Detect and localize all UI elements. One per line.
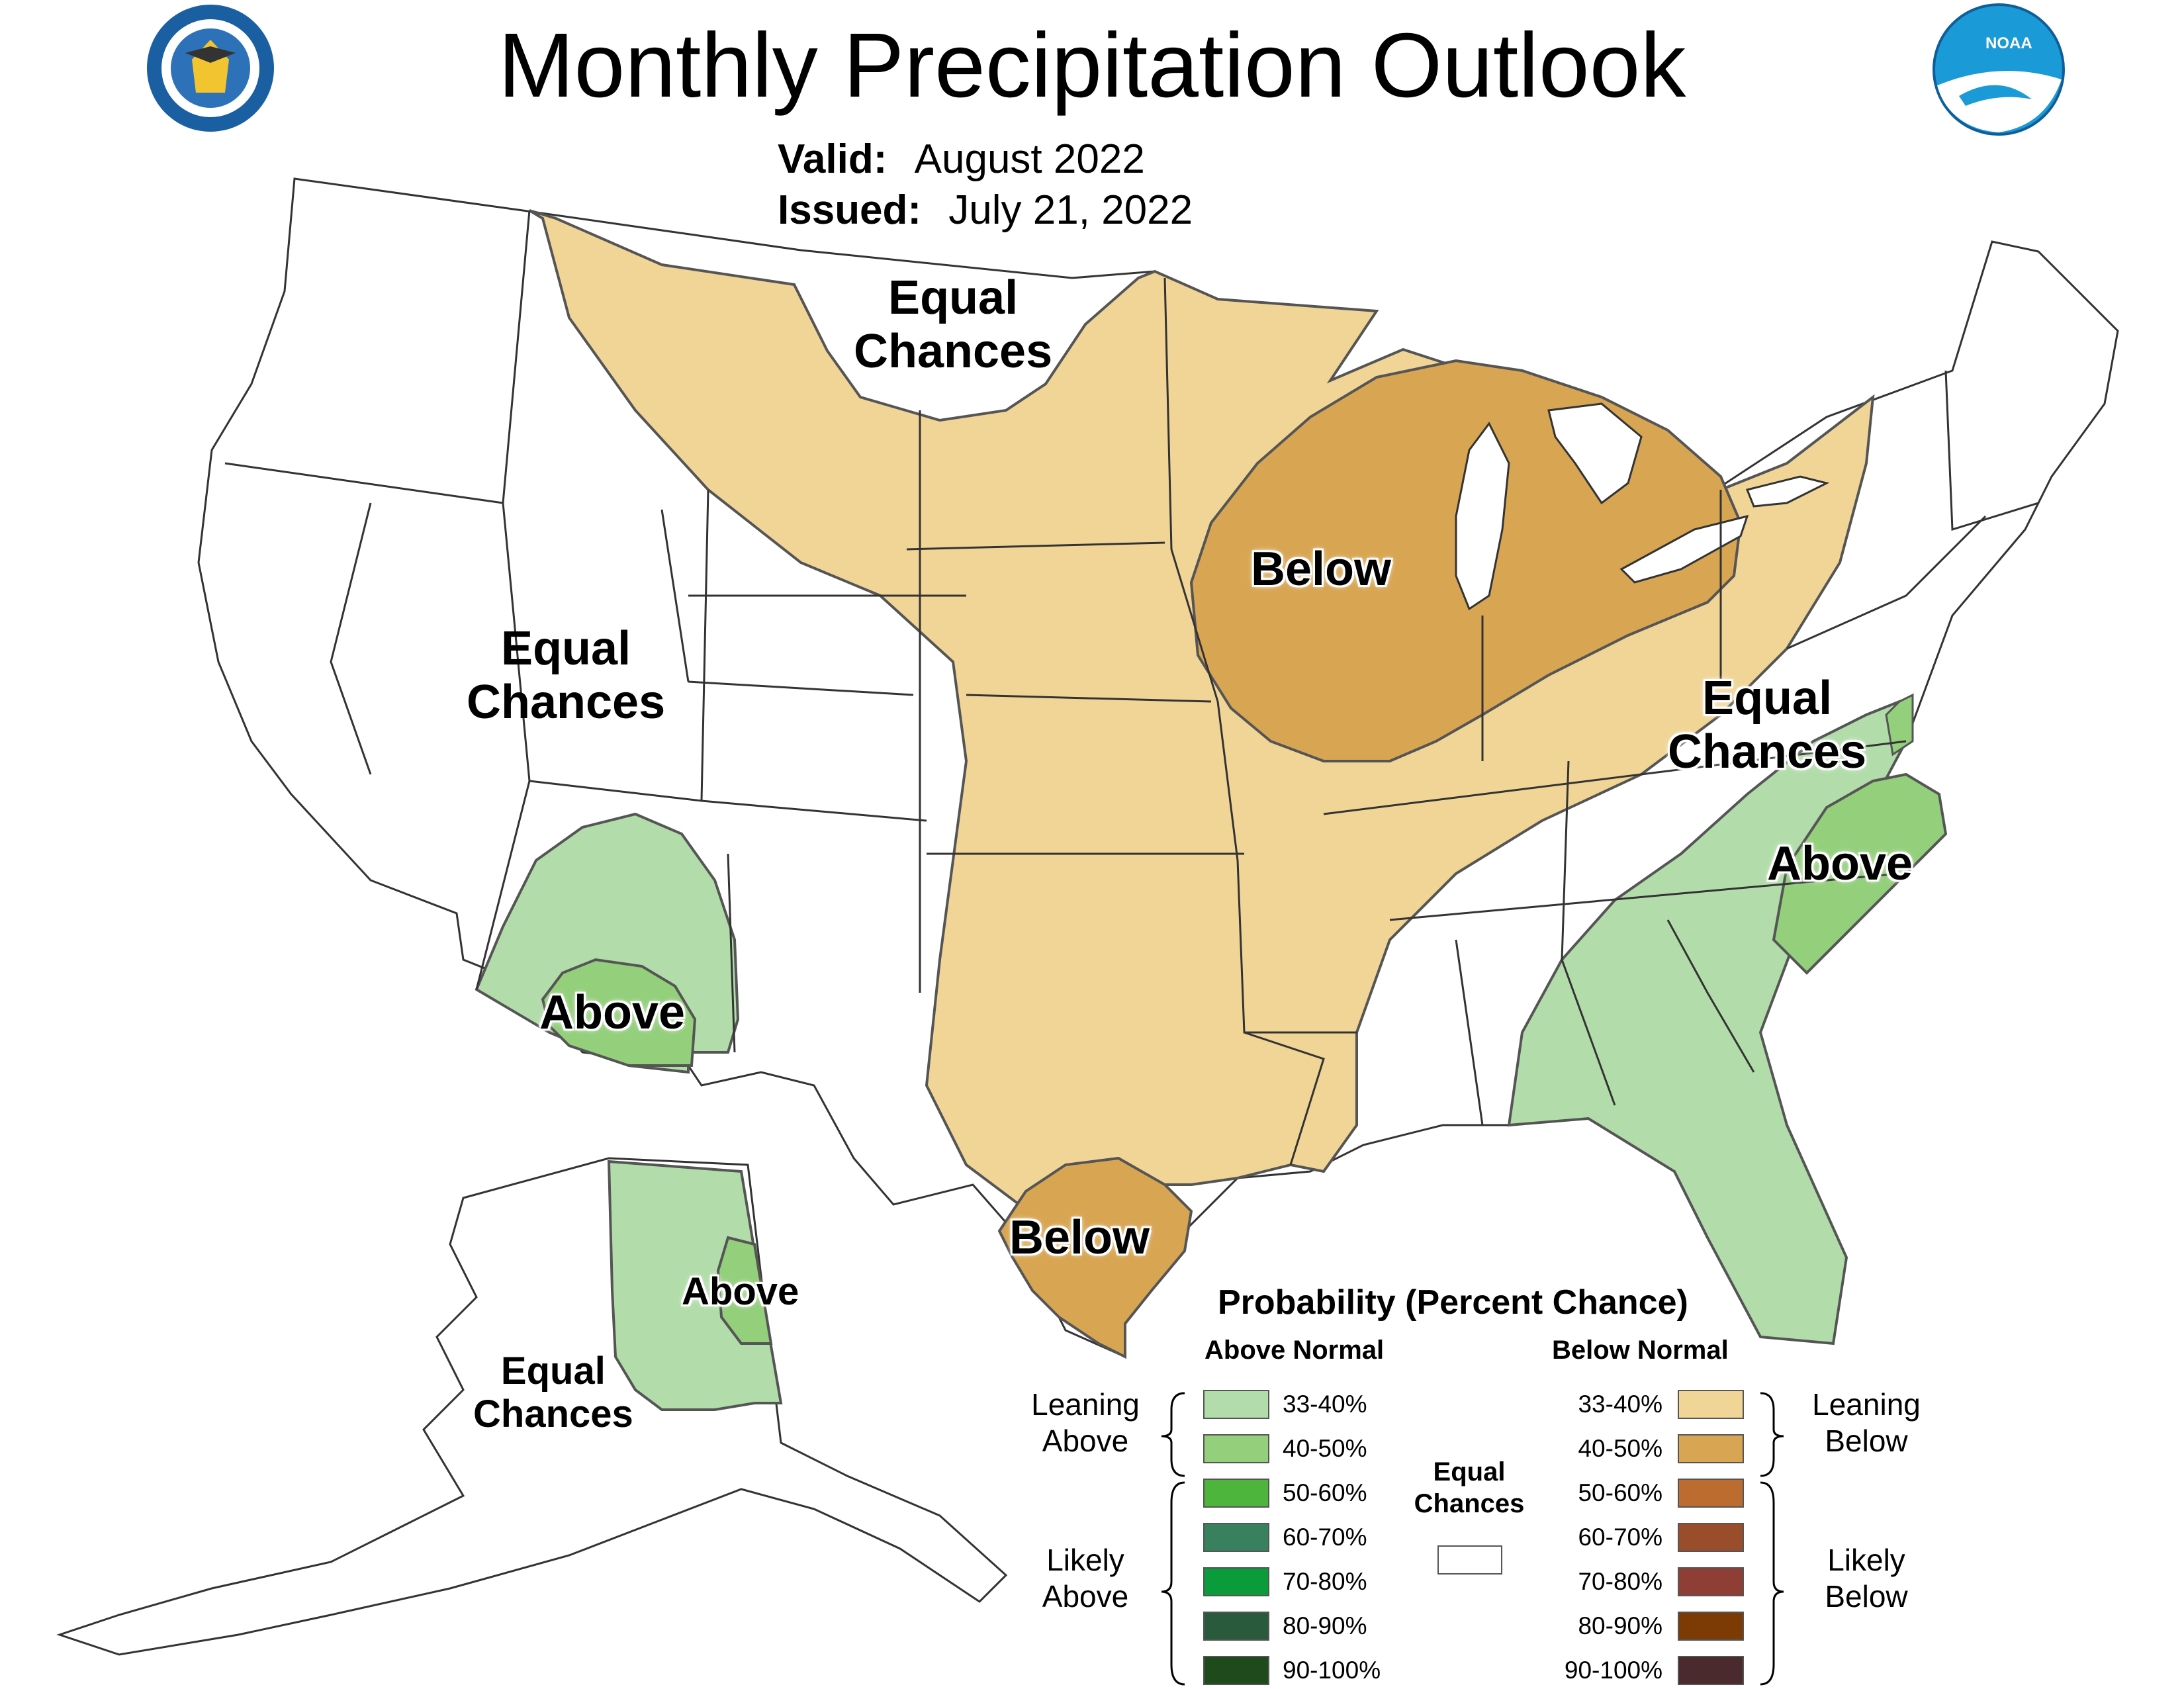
legend-group-line: Above [1042, 1579, 1129, 1614]
alaska-outline [56, 1157, 1008, 1656]
legend-percent-label: 80-90% [1283, 1612, 1367, 1639]
region-label-line: Chances [854, 324, 1053, 378]
legend-percent-label: 70-80% [1578, 1568, 1662, 1595]
legend-swatch [1203, 1612, 1269, 1641]
region-label-below-midwest: Below [1251, 543, 1392, 596]
legend-percent-label: 80-90% [1578, 1612, 1662, 1639]
legend-group-line: Above [1042, 1424, 1129, 1459]
legend-group-line: Likely [1827, 1543, 1905, 1577]
legend-swatch [1203, 1479, 1269, 1508]
lake-erie [1619, 514, 1749, 584]
page-title: Monthly Precipitation Outlook [498, 15, 1686, 116]
legend-ec-line: Chances [1414, 1489, 1525, 1518]
legend-swatch [1203, 1390, 1269, 1419]
valid-label: Valid: [778, 136, 887, 182]
legend-swatch [1203, 1656, 1269, 1685]
legend-swatch [1203, 1523, 1269, 1552]
legend-percent-label: 40-50% [1578, 1435, 1662, 1462]
region-label-above-se: Above [1767, 837, 1913, 890]
legend-title: Probability (Percent Chance) [1218, 1283, 1688, 1322]
legend-leaning-above-label: Leaning Above [1019, 1387, 1152, 1459]
above-southwest-inner [541, 958, 697, 1067]
above-delmarva [1885, 693, 1914, 756]
legend-below-header: Below Normal [1552, 1336, 1729, 1365]
legend-percent-label: 33-40% [1578, 1391, 1662, 1418]
legend-swatch [1203, 1434, 1269, 1463]
region-label-line: Equal [500, 1349, 606, 1392]
legend-percent-label: 90-100% [1283, 1657, 1381, 1684]
region-label-line: Chances [467, 675, 666, 729]
legend-group-line: Leaning [1031, 1387, 1140, 1422]
region-label-ec-alaska: Equal Chances [473, 1349, 633, 1436]
legend-swatch [1678, 1479, 1744, 1508]
region-label-line: Equal [888, 271, 1019, 324]
legend-leaning-below-label: Leaning Below [1794, 1387, 1939, 1459]
legend-percent-label: 70-80% [1283, 1568, 1367, 1595]
legend-percent-label: 40-50% [1283, 1435, 1367, 1462]
above-southeast-inner [1772, 772, 1948, 975]
region-label-below-texas: Below [1009, 1211, 1150, 1264]
alaska-leaning-above [607, 1160, 783, 1411]
legend-swatch [1678, 1390, 1744, 1419]
commerce-seal-icon [147, 5, 274, 132]
legend-likely-above-label: Likely Above [1019, 1542, 1152, 1615]
legend-swatch [1678, 1523, 1744, 1552]
valid-value: August 2022 [914, 136, 1145, 182]
legend-equal-chances-swatch [1437, 1545, 1502, 1575]
lake-michigan [1455, 422, 1510, 611]
below-texas-region [997, 1156, 1193, 1359]
legend-percent-label: 60-70% [1283, 1524, 1367, 1551]
state-boundaries [224, 210, 2039, 1165]
alaska-above-inner [716, 1236, 773, 1345]
legend-equal-chances-label: Equal Chances [1403, 1456, 1535, 1520]
region-label-line: Chances [1668, 725, 1867, 778]
valid-row: Valid: August 2022 [778, 136, 1145, 183]
issued-row: Issued: July 21, 2022 [778, 187, 1193, 234]
noaa-logo-text: NOAA [1985, 34, 2032, 52]
noaa-logo-icon [1933, 3, 2065, 136]
legend-group-line: Below [1825, 1579, 1908, 1614]
legend-group-line: Likely [1046, 1543, 1124, 1577]
legend-percent-label: 33-40% [1283, 1391, 1367, 1418]
lake-huron [1547, 402, 1643, 505]
issued-value: July 21, 2022 [948, 187, 1193, 233]
region-label-ec-west: Equal Chances [467, 622, 665, 729]
region-label-ec-east: Equal Chances [1668, 672, 1866, 778]
region-label-line: Chances [473, 1392, 633, 1436]
region-label-line: Equal [1702, 672, 1833, 725]
legend-group-line: Below [1825, 1424, 1908, 1459]
region-label-above-ak: Above [682, 1270, 799, 1313]
region-label-above-sw: Above [539, 986, 686, 1039]
legend-braces [1161, 1392, 1784, 1686]
legend-swatch [1203, 1567, 1269, 1596]
legend-percent-label: 90-100% [1564, 1657, 1662, 1684]
lake-ontario [1745, 475, 1830, 508]
region-label-line: Equal [501, 622, 631, 675]
legend-swatch [1678, 1567, 1744, 1596]
legend-swatch [1678, 1656, 1744, 1685]
legend-percent-label: 50-60% [1578, 1479, 1662, 1506]
legend-swatch [1678, 1612, 1744, 1641]
legend-likely-below-label: Likely Below [1794, 1542, 1939, 1615]
issued-label: Issued: [778, 187, 922, 233]
legend-percent-label: 50-60% [1283, 1479, 1367, 1506]
legend-swatch [1678, 1434, 1744, 1463]
legend-ec-line: Equal [1433, 1457, 1506, 1486]
legend-above-header: Above Normal [1205, 1336, 1385, 1365]
legend-group-line: Leaning [1812, 1387, 1921, 1422]
legend-percent-label: 60-70% [1578, 1524, 1662, 1551]
region-label-ec-north: Equal Chances [854, 271, 1052, 378]
